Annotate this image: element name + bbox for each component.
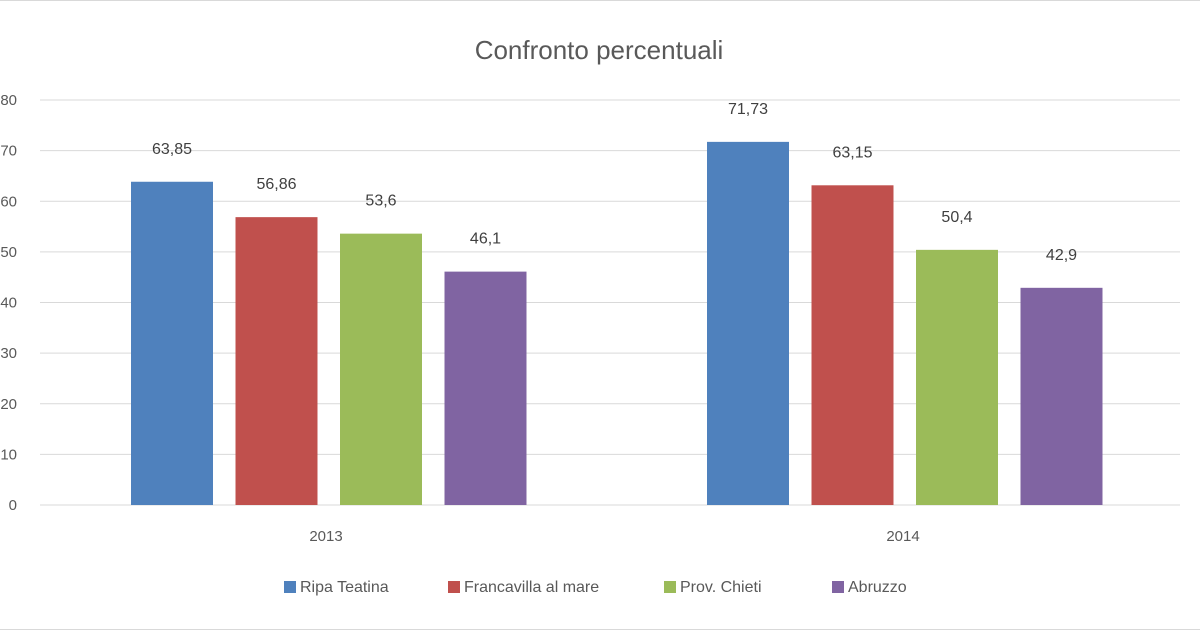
legend-swatch xyxy=(832,581,844,593)
data-label: 42,9 xyxy=(1046,247,1077,264)
bar xyxy=(1020,287,1103,505)
legend-label: Francavilla al mare xyxy=(464,579,599,596)
y-tick-label: 20 xyxy=(0,396,17,413)
data-label: 71,73 xyxy=(728,101,768,118)
x-category-label: 2013 xyxy=(309,528,342,545)
y-tick-label: 40 xyxy=(0,295,17,312)
data-labels: 63,85 56,86 53,6 46,1 71,73 63,15 50,4 42,9 xyxy=(152,101,1077,264)
data-label: 50,4 xyxy=(941,209,972,226)
data-label: 63,15 xyxy=(832,144,872,161)
y-tick-label: 30 xyxy=(0,345,17,362)
bar xyxy=(811,185,894,505)
bar xyxy=(444,271,527,505)
y-axis-ticks: 0 10 20 30 40 50 60 70 80 xyxy=(0,92,17,514)
legend-swatch xyxy=(664,581,676,593)
y-tick-label: 60 xyxy=(0,193,17,210)
y-tick-label: 80 xyxy=(0,92,17,109)
bar xyxy=(916,249,998,505)
legend-label: Abruzzo xyxy=(848,579,907,596)
legend-label: Ripa Teatina xyxy=(300,579,389,596)
x-category-label: 2014 xyxy=(886,528,919,545)
bars xyxy=(131,141,1103,506)
data-label: 63,85 xyxy=(152,141,192,158)
bar xyxy=(340,233,422,505)
data-label: 53,6 xyxy=(365,193,396,210)
y-tick-label: 70 xyxy=(0,143,17,160)
legend-swatch xyxy=(284,581,296,593)
bar xyxy=(235,217,318,506)
y-tick-label: 10 xyxy=(0,446,17,463)
data-label: 56,86 xyxy=(256,176,296,193)
bar xyxy=(131,181,213,505)
y-tick-label: 0 xyxy=(9,497,17,514)
legend-label: Prov. Chieti xyxy=(680,579,762,596)
bar xyxy=(707,141,789,505)
chart-title: Confronto percentuali xyxy=(475,35,724,65)
legend: Ripa Teatina Francavilla al mare Prov. Chi… xyxy=(284,579,907,596)
gridlines xyxy=(40,99,1180,506)
legend-swatch xyxy=(448,581,460,593)
data-label: 46,1 xyxy=(470,231,501,248)
x-axis-categories: 2013 2014 xyxy=(309,528,919,545)
y-tick-label: 50 xyxy=(0,244,17,261)
